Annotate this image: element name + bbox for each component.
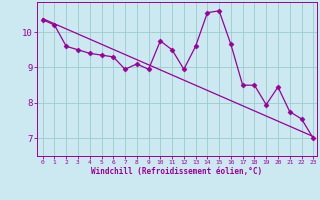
X-axis label: Windchill (Refroidissement éolien,°C): Windchill (Refroidissement éolien,°C) <box>91 167 262 176</box>
